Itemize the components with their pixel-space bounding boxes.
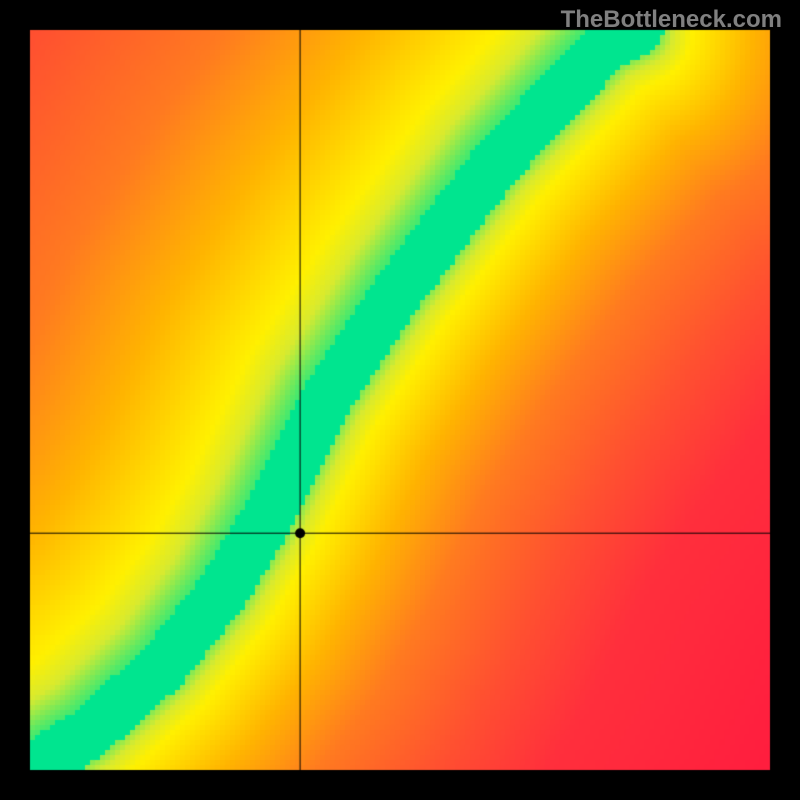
watermark-text: TheBottleneck.com bbox=[561, 6, 782, 34]
heatmap-canvas bbox=[0, 0, 800, 800]
bottleneck-heatmap-chart: { "watermark": "TheBottleneck.com", "cha… bbox=[0, 0, 800, 800]
